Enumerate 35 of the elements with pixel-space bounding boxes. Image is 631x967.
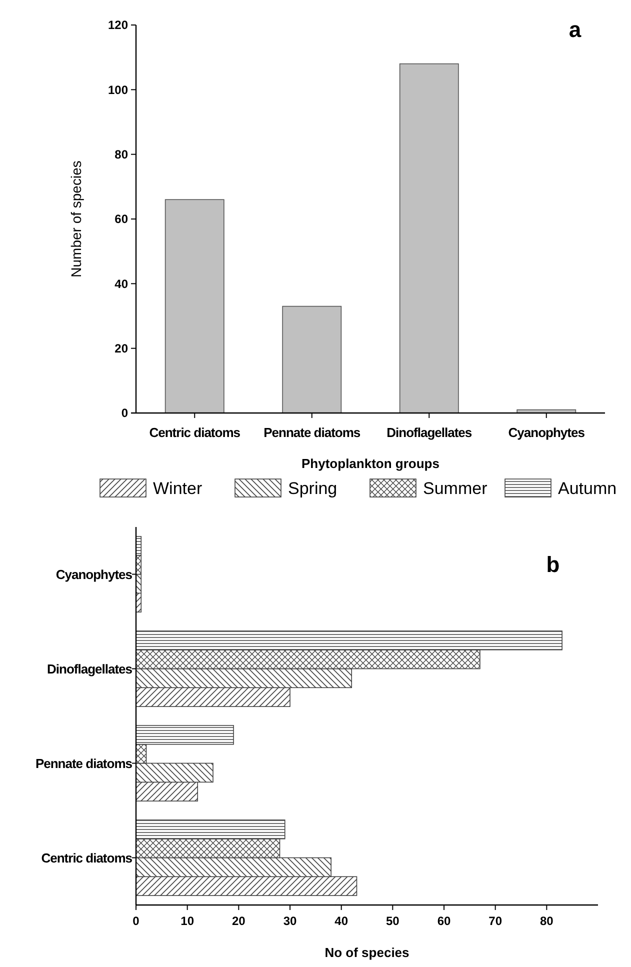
x-tick-label: 50 [386, 914, 400, 928]
x-tick-label: 40 [334, 914, 348, 928]
x-tick-label: 60 [437, 914, 451, 928]
y-tick-label: 100 [108, 82, 128, 97]
x-tick-label: Cyanophytes [508, 425, 585, 440]
x-tick-label: 10 [180, 914, 194, 928]
chart-title: a [568, 17, 582, 42]
x-tick-label: Pennate diatoms [264, 425, 360, 440]
legend-label: Winter [153, 478, 202, 498]
y-tick-label: Dinoflagellates [47, 661, 132, 676]
bar [282, 306, 342, 414]
text: b [546, 552, 560, 577]
x-tick-label: 80 [540, 914, 554, 928]
y-tick-label: 80 [114, 148, 128, 162]
y-tick-label: 0 [121, 406, 128, 420]
legend-label: Spring [288, 478, 338, 498]
y-tick-label: 60 [114, 212, 128, 226]
x-axis-title: Phytoplankton groups [302, 456, 440, 471]
y-tick-label: Cyanophytes [56, 566, 132, 582]
y-tick-label: 120 [108, 18, 128, 32]
bar [164, 199, 224, 414]
y-axis-title: Number of species [68, 160, 84, 278]
legend-label: Autumn [558, 478, 617, 498]
x-tick-label: 20 [232, 914, 246, 928]
x-axis-title: No of species [324, 945, 410, 960]
x-tick-label: 30 [283, 914, 297, 928]
y-tick-label: Pennate diatoms [35, 756, 132, 771]
x-tick-label: Centric diatoms [149, 425, 240, 440]
bar [399, 63, 459, 414]
x-tick-label: Dinoflagellates [386, 425, 472, 440]
y-tick-label: 20 [114, 342, 128, 356]
x-tick-label: 70 [488, 914, 502, 928]
legend-label: Summer [423, 478, 488, 498]
y-tick-label: 40 [114, 276, 128, 291]
y-tick-label: Centric diatoms [41, 850, 132, 866]
